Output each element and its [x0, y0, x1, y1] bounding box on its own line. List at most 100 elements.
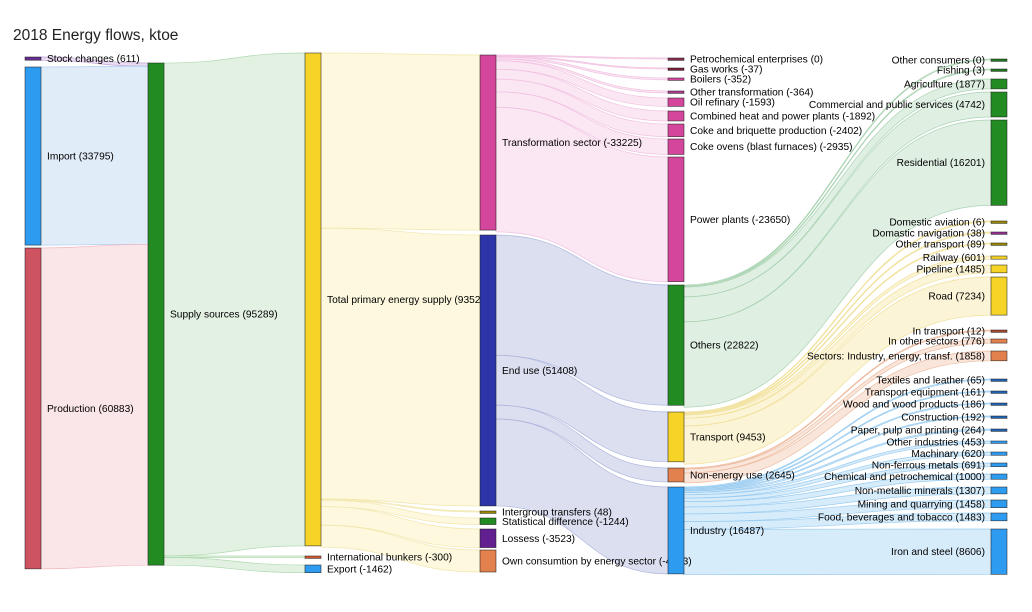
node-paper-pulp[interactable] — [990, 428, 1008, 432]
label-residential: Residential (16201) — [897, 158, 985, 169]
label-non-energy: Non-energy use (2645) — [690, 470, 795, 481]
node-coke-ovens[interactable] — [667, 138, 685, 155]
label-wood-products: Wood and wood products (186) — [843, 400, 985, 411]
node-mining[interactable] — [990, 499, 1008, 508]
node-transport-equipment[interactable] — [990, 390, 1008, 394]
flow-supply-intl-bunkers[interactable] — [163, 555, 306, 558]
node-in-other-sectors[interactable] — [990, 338, 1008, 344]
node-boilers[interactable] — [667, 77, 685, 81]
label-road: Road (7234) — [928, 292, 985, 303]
node-domastic-navigation[interactable] — [990, 231, 1008, 235]
label-boilers: Boilers (-352) — [690, 75, 751, 86]
node-coke-briquette[interactable] — [667, 123, 685, 137]
node-gas-works[interactable] — [667, 67, 685, 71]
node-other-consumers[interactable] — [990, 58, 1008, 62]
node-other-transport[interactable] — [990, 242, 1008, 246]
label-food-beverages: Food, beverages and tobacco (1483) — [818, 512, 985, 523]
label-stat-diff: Statistical difference (-1244) — [502, 517, 629, 528]
label-gas-works: Gas works (-37) — [690, 65, 762, 76]
label-commercial: Commercial and public services (4742) — [809, 100, 985, 111]
node-iron-steel[interactable] — [990, 528, 1008, 575]
label-iron-steel: Iron and steel (8606) — [891, 547, 985, 558]
node-others[interactable] — [667, 284, 685, 406]
label-power-plants: Power plants (-23650) — [690, 215, 790, 226]
label-construction: Construction (192) — [901, 413, 985, 424]
label-transport: Transport (9453) — [690, 432, 766, 443]
label-export: Export (-1462) — [327, 564, 392, 575]
label-transport-equipment: Transport equipment (161) — [865, 388, 985, 399]
label-domestic-aviation: Domestic aviation (6) — [889, 218, 985, 229]
node-non-energy[interactable] — [667, 467, 685, 483]
node-agriculture[interactable] — [990, 78, 1008, 90]
node-transport[interactable] — [667, 411, 685, 463]
node-import[interactable] — [24, 66, 42, 246]
node-non-metallic[interactable] — [990, 486, 1008, 495]
node-stock-changes[interactable] — [24, 56, 42, 61]
label-intergroup: Intergroup transfers (48) — [502, 508, 612, 519]
node-food-beverages[interactable] — [990, 512, 1008, 522]
label-domastic-navigation: Domastic navigation (38) — [872, 229, 985, 240]
node-textiles[interactable] — [990, 378, 1008, 382]
label-chp-plants: Combined heat and power plants (-1892) — [690, 111, 875, 122]
node-industry[interactable] — [667, 486, 685, 575]
node-supply[interactable] — [147, 62, 165, 566]
node-petrochemical[interactable] — [667, 57, 685, 61]
node-own-consumption[interactable] — [479, 549, 497, 573]
node-chp-plants[interactable] — [667, 110, 685, 122]
label-other-consumers: Other consumers (0) — [892, 56, 985, 67]
node-road[interactable] — [990, 276, 1008, 316]
node-machinary[interactable] — [990, 451, 1008, 456]
label-paper-pulp: Paper, pulp and printing (264) — [851, 426, 985, 437]
node-intl-bunkers[interactable] — [304, 555, 322, 559]
node-sectors-industry[interactable] — [990, 350, 1008, 362]
flow-supply-export[interactable] — [163, 557, 306, 574]
node-wood-products[interactable] — [990, 402, 1008, 406]
label-in-other-sectors: In other sectors (776) — [888, 337, 985, 348]
label-own-consumption: Own consumtion by energy sector (-4173) — [502, 556, 692, 567]
node-domestic-aviation[interactable] — [990, 220, 1008, 224]
node-pipeline[interactable] — [990, 264, 1008, 274]
label-stock-changes: Stock changes (611) — [47, 54, 140, 65]
node-other-transformation[interactable] — [667, 90, 685, 94]
label-textiles: Textiles and leather (65) — [876, 376, 985, 387]
label-others: Others (22822) — [690, 341, 759, 352]
label-industry: Industry (16487) — [690, 526, 764, 537]
label-production: Production (60883) — [47, 404, 134, 415]
node-stat-diff[interactable] — [479, 517, 497, 525]
node-chemical[interactable] — [990, 473, 1008, 480]
node-power-plants[interactable] — [667, 156, 685, 282]
label-other-transformation: Other transformation (-364) — [690, 88, 813, 99]
node-residential[interactable] — [990, 119, 1008, 206]
node-export[interactable] — [304, 564, 322, 574]
node-oil-refinary[interactable] — [667, 97, 685, 107]
label-mining: Mining and quarrying (1458) — [858, 499, 985, 510]
node-intergroup[interactable] — [479, 510, 497, 514]
label-intl-bunkers: International bunkers (-300) — [327, 553, 452, 564]
flow-tpes-transformation[interactable] — [320, 52, 481, 231]
flow-tpes-end-use[interactable] — [320, 227, 481, 507]
flow-supply-tpes[interactable] — [163, 52, 306, 557]
label-non-ferrous: Non-ferrous metals (691) — [872, 460, 985, 471]
label-oil-refinary: Oil refinary (-1593) — [690, 98, 775, 109]
node-fishing[interactable] — [990, 68, 1008, 72]
node-railway[interactable] — [990, 255, 1008, 260]
node-in-transport[interactable] — [990, 329, 1008, 333]
label-import: Import (33795) — [47, 152, 114, 163]
label-railway: Railway (601) — [923, 253, 985, 264]
node-construction[interactable] — [990, 415, 1008, 419]
label-transformation: Transformation sector (-33225) — [502, 138, 642, 149]
label-other-industries: Other industries (453) — [886, 438, 985, 449]
node-transformation[interactable] — [479, 54, 497, 231]
label-non-metallic: Non-metallic minerals (1307) — [855, 486, 985, 497]
node-other-industries[interactable] — [990, 440, 1008, 444]
node-commercial[interactable] — [990, 91, 1008, 118]
node-lossess[interactable] — [479, 528, 497, 548]
node-end-use[interactable] — [479, 234, 497, 507]
label-petrochemical: Petrochemical enterprises (0) — [690, 55, 823, 66]
node-tpes[interactable] — [304, 52, 322, 547]
label-machinary: Machinary (620) — [911, 449, 985, 460]
node-non-ferrous[interactable] — [990, 462, 1008, 467]
node-production[interactable] — [24, 247, 42, 570]
